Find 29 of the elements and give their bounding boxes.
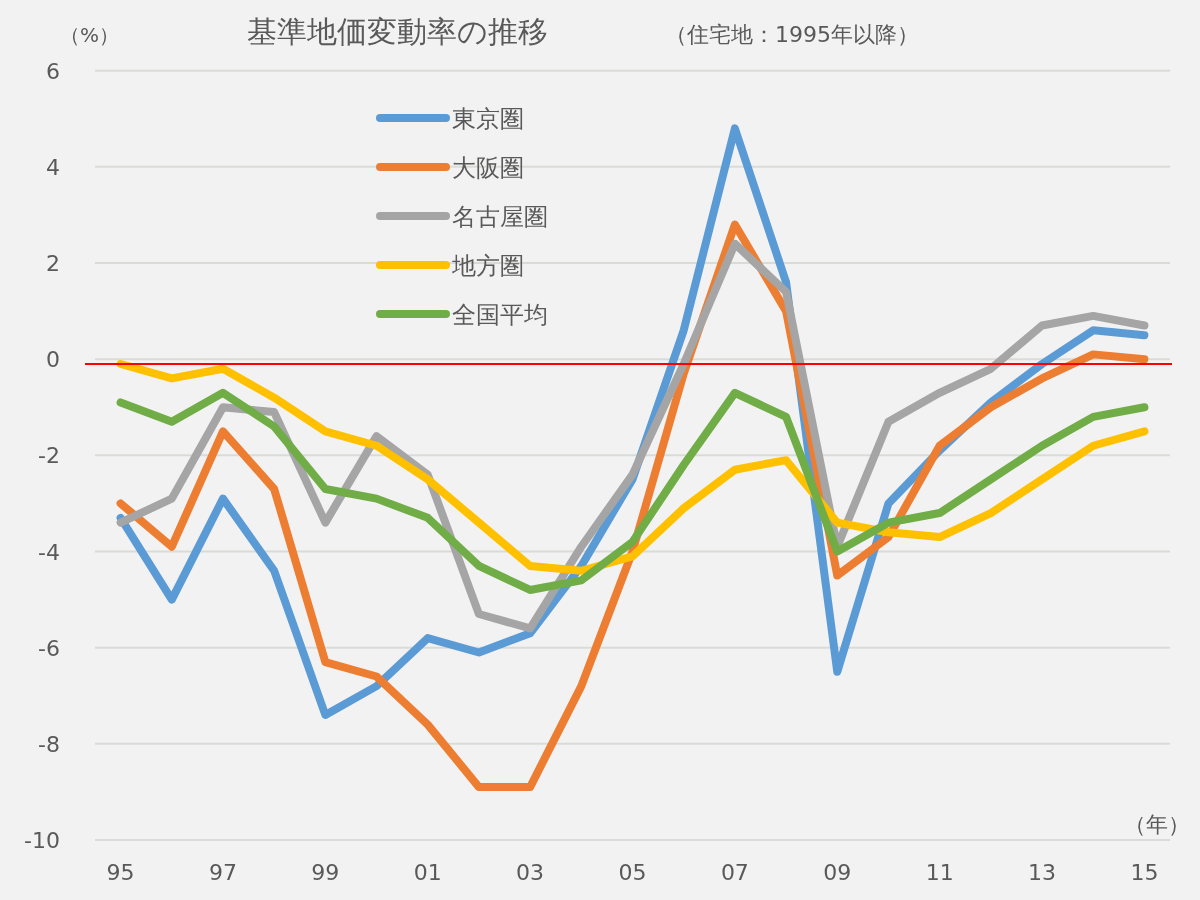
y-tick-label: -4	[38, 539, 60, 565]
x-tick-label: 03	[516, 860, 545, 885]
chart-title: 基準地価変動率の推移	[247, 14, 548, 49]
y-tick-label: -10	[24, 828, 60, 853]
y-tick-label: 6	[46, 58, 60, 84]
legend-label: 東京圏	[452, 105, 524, 133]
legend-label: 名古屋圏	[452, 203, 548, 231]
legend-label: 全国平均	[452, 301, 548, 329]
x-tick-label: 05	[618, 860, 647, 885]
x-tick-label: 11	[925, 860, 954, 885]
legend-label: 地方圏	[451, 252, 524, 280]
y-tick-label: -6	[38, 635, 60, 661]
x-tick-label: 95	[106, 860, 135, 885]
y-axis-title: （%）	[60, 23, 120, 47]
x-tick-label: 99	[311, 860, 340, 885]
x-tick-label: 13	[1028, 860, 1057, 885]
y-tick-label: 4	[46, 154, 60, 180]
x-tick-label: 09	[823, 860, 852, 885]
legend-label: 大阪圏	[452, 154, 524, 182]
x-tick-label: 07	[720, 860, 749, 885]
chart-subtitle: （住宅地：1995年以降）	[665, 22, 919, 47]
x-tick-label: 01	[413, 860, 442, 885]
y-tick-label: -2	[38, 443, 60, 469]
y-tick-label: 0	[46, 347, 60, 373]
x-tick-label: 97	[208, 860, 237, 885]
x-axis-title: （年）	[1124, 812, 1190, 837]
y-tick-label: -8	[38, 731, 60, 757]
x-tick-label: 15	[1130, 860, 1159, 885]
y-tick-label: 2	[46, 251, 60, 277]
